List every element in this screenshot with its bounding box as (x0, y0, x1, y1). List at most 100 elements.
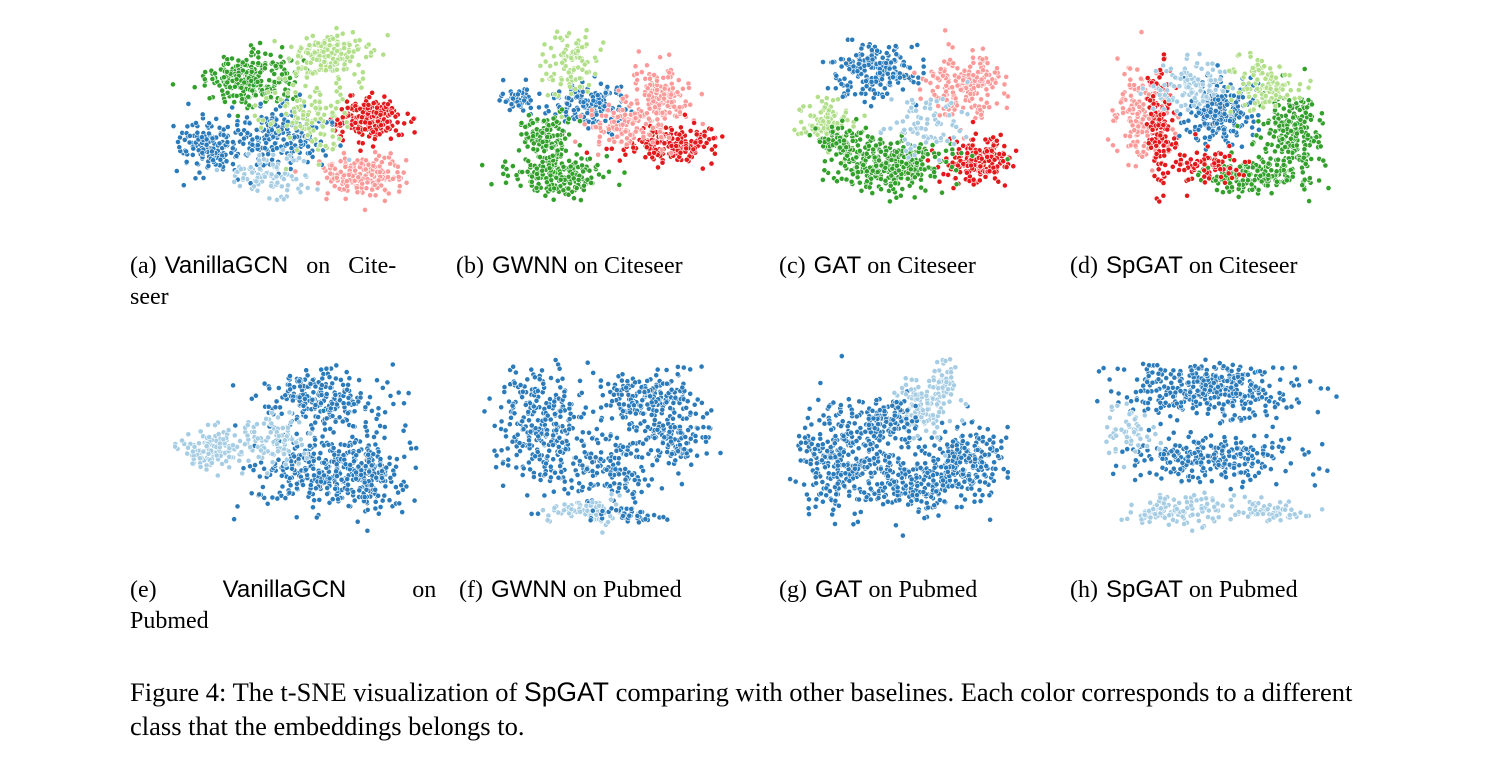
embedding-point (910, 79, 917, 85)
embedding-point (1305, 132, 1311, 138)
embedding-point (284, 122, 290, 129)
embedding-point (1268, 167, 1275, 174)
embedding-point (191, 84, 198, 91)
embedding-point (943, 158, 949, 165)
embedding-point (345, 171, 352, 178)
embedding-point (347, 92, 354, 99)
embedding-point (371, 136, 378, 142)
embedding-point (946, 112, 953, 119)
embedding-point (565, 69, 572, 76)
embedding-point (240, 67, 246, 74)
embedding-point (256, 157, 263, 164)
embedding-point (238, 84, 245, 91)
embedding-point (1148, 111, 1154, 117)
embedding-point (582, 34, 589, 41)
embedding-point (849, 36, 856, 43)
embedding-point (316, 99, 323, 105)
embedding-point (181, 137, 188, 143)
embedding-point (622, 151, 629, 158)
embedding-point (340, 66, 347, 73)
embedding-point (644, 85, 651, 92)
embedding-point (384, 125, 391, 131)
embedding-point (595, 151, 602, 158)
embedding-point (506, 107, 513, 113)
embedding-point (526, 112, 532, 119)
embedding-point (1121, 71, 1128, 77)
embedding-point (280, 196, 287, 203)
embedding-point (1149, 167, 1156, 174)
embedding-point (708, 160, 715, 167)
embedding-point (838, 160, 844, 167)
embedding-point (327, 64, 334, 70)
embedding-point (991, 156, 998, 163)
embedding-point (931, 112, 937, 119)
embedding-point (596, 139, 602, 145)
embedding-point (183, 148, 189, 155)
embedding-point (982, 173, 989, 180)
embedding-point (1212, 108, 1219, 114)
embedding-point (194, 129, 201, 136)
embedding-point (577, 113, 584, 120)
embedding-point (953, 124, 960, 130)
embedding-point (521, 97, 528, 104)
embedding-point (651, 72, 657, 78)
embedding-point (317, 115, 324, 122)
embedding-point (982, 136, 989, 143)
embedding-point (904, 175, 911, 182)
embedding-point (922, 187, 929, 194)
embedding-point (690, 146, 697, 153)
embedding-point (1215, 96, 1222, 103)
embedding-point (559, 59, 566, 66)
embedding-point (1200, 98, 1206, 105)
embedding-point (1246, 171, 1252, 178)
embedding-point (950, 185, 957, 191)
embedding-point (935, 103, 941, 109)
embedding-point (1255, 112, 1262, 119)
embedding-point (634, 77, 641, 83)
embedding-point (249, 87, 256, 94)
embedding-point (921, 166, 928, 173)
embedding-point (918, 125, 925, 132)
embedding-point (272, 404, 279, 411)
embedding-point (1235, 193, 1242, 200)
embedding-point (341, 61, 348, 68)
embedding-point (1198, 65, 1205, 72)
embedding-point (664, 103, 671, 109)
embedding-point (213, 116, 220, 122)
embedding-point (1212, 151, 1219, 158)
embedding-point (1226, 188, 1233, 195)
embedding-point (924, 157, 931, 164)
embedding-point (1156, 92, 1163, 98)
embedding-point (939, 189, 945, 196)
embedding-point (1273, 178, 1280, 185)
embedding-point (257, 69, 264, 76)
embedding-point (1149, 126, 1156, 133)
embedding-point (828, 156, 835, 163)
tsne-plot-d (1105, 29, 1332, 205)
embedding-point (293, 431, 300, 437)
embedding-point (958, 109, 965, 115)
embedding-point (1162, 162, 1169, 168)
embedding-point (798, 119, 805, 125)
embedding-point (841, 137, 847, 144)
embedding-point (278, 183, 285, 190)
embedding-point (1173, 140, 1179, 147)
embedding-point (376, 169, 383, 175)
embedding-point (1195, 76, 1201, 83)
embedding-point (674, 136, 681, 143)
embedding-point (1132, 163, 1139, 170)
embedding-point (1272, 103, 1279, 109)
embedding-point (1214, 62, 1221, 69)
embedding-point (642, 154, 649, 161)
embedding-point (238, 166, 244, 172)
embedding-point (661, 95, 667, 102)
embedding-point (858, 45, 865, 52)
embedding-point (969, 47, 976, 54)
embedding-point (563, 147, 569, 154)
embedding-point (252, 92, 259, 99)
embedding-point (666, 69, 673, 76)
embedding-point (901, 127, 908, 133)
embedding-point (882, 151, 889, 158)
embedding-point (551, 53, 557, 60)
embedding-point (597, 46, 604, 53)
